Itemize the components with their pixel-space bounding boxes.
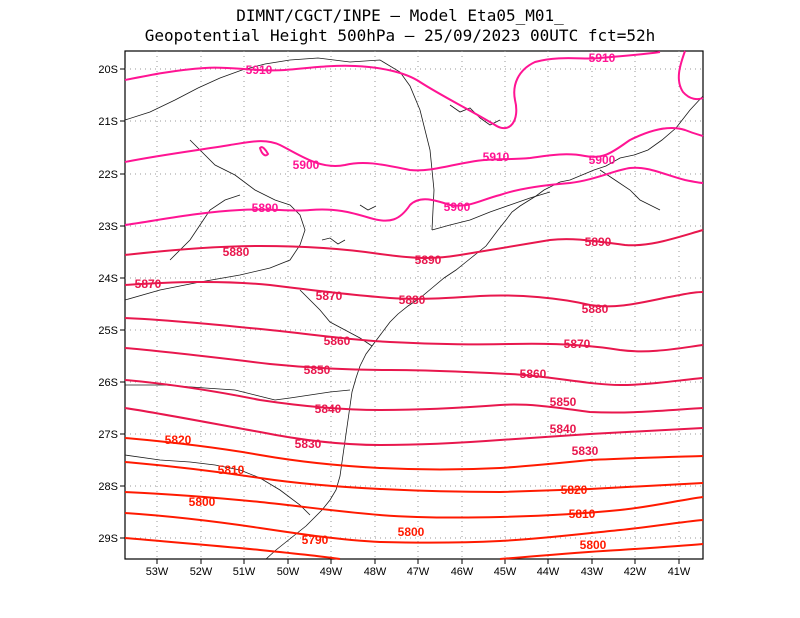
contour-label: 5800 [398, 525, 425, 539]
contour-label: 5910 [589, 51, 616, 65]
lon-label: 51W [233, 566, 256, 578]
contour-5820 [124, 437, 704, 471]
contour-5790 [124, 512, 704, 544]
contour-label: 5840 [550, 422, 577, 436]
contour-5800 [124, 491, 704, 519]
contour-label: 5860 [324, 334, 351, 348]
lat-label: 24S [98, 273, 118, 285]
contour-5890 [124, 166, 704, 226]
contour-label: 5910 [246, 63, 273, 77]
contour-5910-east [677, 50, 704, 101]
contour-5830 [124, 407, 704, 447]
axis-ticks [120, 68, 680, 564]
contour-lines [124, 50, 704, 560]
contour-label: 5870 [316, 289, 343, 303]
lon-label: 43W [581, 566, 604, 578]
map-title-line-1: DIMNT/CGCT/INPE – Model Eta05_M01_ [236, 6, 564, 25]
contour-label: 5810 [569, 507, 596, 521]
lat-label: 25S [98, 325, 118, 337]
contour-label: 5890 [585, 235, 612, 249]
contour-5770 [499, 543, 704, 560]
contour-label: 5850 [304, 363, 331, 377]
contour-label: 5880 [399, 293, 426, 307]
contour-label: 5910 [483, 150, 510, 164]
contour-label: 5850 [550, 395, 577, 409]
map-title-line-2: Geopotential Height 500hPa – 25/09/2023 … [144, 26, 656, 45]
lat-label: 26S [98, 377, 118, 389]
contour-5900 [124, 127, 704, 172]
contour-label: 5800 [580, 538, 607, 552]
lon-label: 45W [494, 566, 517, 578]
lon-label: 47W [407, 566, 430, 578]
contour-label: 5880 [582, 302, 609, 316]
contour-label: 5890 [252, 201, 279, 215]
lon-label: 50W [277, 566, 300, 578]
contour-5840 [124, 379, 704, 414]
contour-label: 5890 [415, 253, 442, 267]
lat-label: 21S [98, 116, 118, 128]
lon-label: 48W [364, 566, 387, 578]
lon-label: 42W [624, 566, 647, 578]
contour-label: 5860 [520, 367, 547, 381]
contour-label: 5870 [564, 337, 591, 351]
contour-label: 5900 [444, 200, 471, 214]
lon-label: 41W [668, 566, 691, 578]
map-frame [124, 50, 704, 560]
contour-5780 [124, 537, 341, 560]
lat-label: 27S [98, 429, 118, 441]
contour-label: 5830 [295, 437, 322, 451]
lon-label: 46W [451, 566, 474, 578]
contour-5910-west [124, 51, 661, 130]
longitude-labels: 53W 52W 51W 50W 49W 48W 47W 46W 45W 44W … [146, 566, 691, 578]
contour-label: 5830 [572, 444, 599, 458]
contour-label: 5800 [189, 495, 216, 509]
contour-label: 5880 [223, 245, 250, 259]
contour-label: 5820 [165, 433, 192, 447]
lat-label: 29S [98, 533, 118, 545]
contour-label: 5900 [589, 153, 616, 167]
contour-5880 [124, 229, 704, 259]
contour-label: 5810 [218, 463, 245, 477]
lat-label: 28S [98, 481, 118, 493]
lon-label: 44W [537, 566, 560, 578]
contour-5900-loop [258, 146, 270, 157]
contour-5810 [124, 461, 704, 494]
coastline-and-borders [124, 57, 704, 560]
lon-label: 53W [146, 566, 169, 578]
lat-label: 20S [98, 64, 118, 76]
contour-label: 5900 [293, 158, 320, 172]
contour-label: 5790 [302, 533, 329, 547]
contour-labels: 5910 5910 5910 5900 5900 5900 5890 5890 … [135, 51, 616, 552]
lat-label: 22S [98, 169, 118, 181]
lat-label: 23S [98, 221, 118, 233]
contour-5860 [124, 317, 704, 353]
contour-label: 5870 [135, 277, 162, 291]
contour-5850 [124, 347, 704, 387]
contour-label: 5820 [561, 483, 588, 497]
contour-label: 5840 [315, 402, 342, 416]
lon-label: 49W [320, 566, 343, 578]
lon-label: 52W [190, 566, 213, 578]
contour-5870 [124, 280, 704, 308]
latitude-labels: 20S 21S 22S 23S 24S 25S 26S 27S 28S 29S [98, 64, 118, 545]
